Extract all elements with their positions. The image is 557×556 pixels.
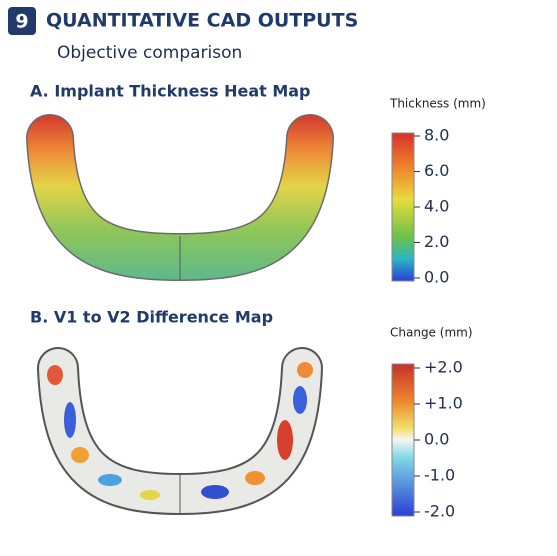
colorbar-tick-label: -2.0: [424, 502, 455, 521]
thickness-map: [26, 114, 334, 282]
colorbar-tick-label: 4.0: [424, 197, 449, 216]
colorbar-tick-label: 2.0: [424, 232, 449, 251]
colorbar-tick-label: 8.0: [424, 126, 449, 145]
colorbar-tick-label: 6.0: [424, 161, 449, 180]
difference-map: [37, 347, 323, 516]
title: QUANTITATIVE CAD OUTPUTS: [46, 10, 358, 32]
colorbar: [391, 132, 415, 282]
colorbar: [391, 363, 415, 517]
colorbar-label: Change (mm): [390, 326, 473, 340]
colorbar-tick-label: 0.0: [424, 430, 449, 449]
colorbar-tick-label: +2.0: [424, 358, 463, 377]
badge-number: 9: [15, 11, 28, 33]
panel-title: A. Implant Thickness Heat Map: [30, 82, 311, 101]
colorbar-label: Thickness (mm): [389, 97, 486, 111]
colorbar-tick-label: 0.0: [424, 268, 449, 287]
colorbar-tick-label: -1.0: [424, 466, 455, 485]
subtitle: Objective comparison: [57, 43, 242, 63]
panel-title: B. V1 to V2 Difference Map: [30, 308, 273, 327]
colorbar-tick-label: +1.0: [424, 394, 463, 413]
badge: [8, 7, 36, 35]
